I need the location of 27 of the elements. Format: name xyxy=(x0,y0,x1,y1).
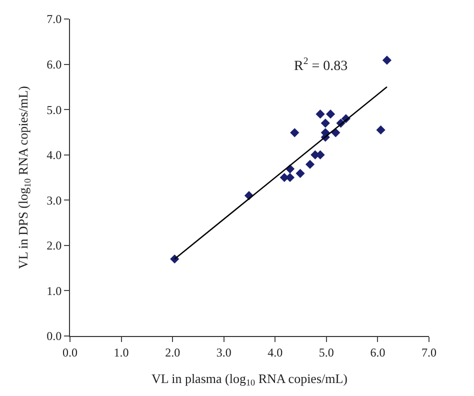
y-tick-label: 6.0 xyxy=(46,57,62,72)
point xyxy=(326,110,336,119)
y-tick-label: 1.0 xyxy=(46,284,62,298)
x-tick-label: 0.0 xyxy=(62,345,78,360)
point xyxy=(296,168,305,178)
x-tick-label: 7.0 xyxy=(422,345,436,360)
x-tick-label: 5.0 xyxy=(318,345,334,360)
point xyxy=(382,56,392,65)
point xyxy=(316,110,325,119)
y-tick-label: 3.0 xyxy=(46,193,62,208)
x-tick-label: 1.0 xyxy=(114,345,129,360)
point xyxy=(305,160,315,169)
point xyxy=(320,118,330,128)
y-tick-label: 2.0 xyxy=(46,238,62,253)
x-axis-title: VL in plasma (log$_{10}$ RNA copies/mL) xyxy=(151,371,348,388)
y-tick-label: 4.0 xyxy=(46,148,62,162)
x-tick-label: 2.0 xyxy=(165,345,180,360)
y-tick-label: 7.0 xyxy=(46,12,62,26)
annotation: R$^{2}$ = 0.83 xyxy=(294,56,348,74)
point xyxy=(376,125,386,134)
point xyxy=(290,128,300,138)
x-tick-label: 4.0 xyxy=(268,345,283,360)
x-tick-label: 3.0 xyxy=(216,345,232,360)
x-tick-label: 6.0 xyxy=(370,345,386,360)
point xyxy=(331,128,340,138)
y-tick-label: 0.0 xyxy=(46,329,62,344)
y-tick-label: 5.0 xyxy=(46,102,62,117)
